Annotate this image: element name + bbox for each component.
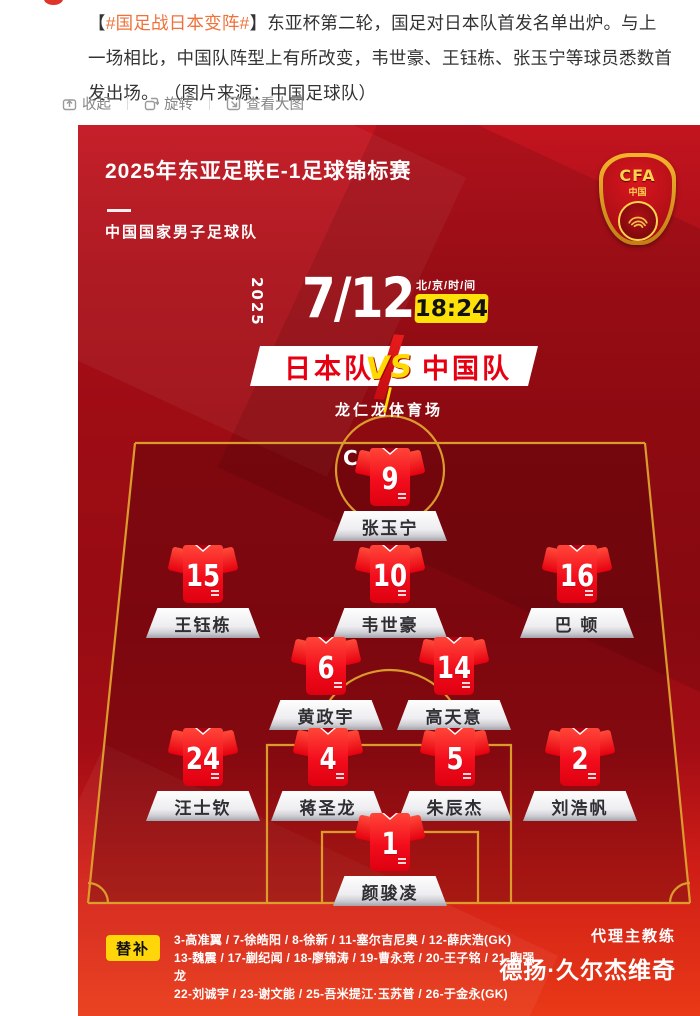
cfa-logo-abbr: CFA — [619, 166, 656, 185]
post-text: 【#国足战日本变阵#】东亚杯第二轮，国足对日本队首发名单出炉。与上一场相比，中国… — [88, 6, 673, 111]
view-large-icon — [226, 96, 241, 110]
toolbar-divider — [127, 96, 128, 110]
rotate-icon — [144, 97, 159, 110]
cfa-logo-inner: CFA 中国 — [603, 157, 672, 241]
kit-mark-icon — [585, 590, 593, 596]
captain-badge: C — [343, 446, 358, 470]
player-row3-2: 4 蒋圣龙 — [263, 728, 393, 821]
substitutes-list: 3-高准翼 / 7-徐皓阳 / 8-徐新 / 11-塞尔吉尼奥 / 12-薛庆浩… — [174, 931, 546, 1003]
kit-mark-icon — [334, 682, 342, 688]
kit-mark-icon — [588, 773, 596, 779]
jersey-icon: 14 — [418, 637, 490, 695]
kit-mark-icon — [211, 773, 219, 779]
jersey-icon: 9 — [354, 448, 426, 506]
player-row3-3: 5 朱辰杰 — [390, 728, 520, 821]
player-name-plate: 刘浩帆 — [523, 791, 637, 821]
kit-mark-icon — [211, 590, 219, 596]
kit-mark-icon — [398, 590, 406, 596]
jersey-icon: 10 — [354, 545, 426, 603]
player-row1-1: 15 王钰栋 — [138, 545, 268, 638]
poster-subtitle: 中国国家男子足球队 — [105, 224, 259, 241]
jersey-icon: 4 — [292, 728, 364, 786]
subs-line-1: 3-高准翼 / 7-徐皓阳 / 8-徐新 / 11-塞尔吉尼奥 / 12-薛庆浩… — [174, 933, 512, 947]
player-name-plate: 高天意 — [397, 700, 511, 730]
jersey-number: 24 — [185, 742, 221, 777]
subs-line-2: 13-魏震 / 17-蒯纪闻 / 18-廖锦涛 / 19-曹永竞 / 20-王子… — [174, 951, 535, 983]
player-name-plate: 张玉宁 — [333, 511, 447, 541]
view-large-label: 查看大图 — [246, 96, 304, 113]
match-year: 2025 — [248, 277, 266, 327]
jersey-icon: 1 — [354, 813, 426, 871]
jersey-icon: 16 — [541, 545, 613, 603]
player-name-plate: 颜骏凌 — [333, 876, 447, 906]
hashtag-link[interactable]: #国足战日本变阵# — [105, 13, 250, 33]
player-row2-1: 6 黄政宇 — [261, 637, 391, 730]
kit-mark-icon — [463, 773, 471, 779]
cfa-logo: CFA 中国 — [599, 153, 676, 245]
jersey-number: 16 — [559, 559, 595, 594]
jersey-icon: 24 — [167, 728, 239, 786]
poster-title: 2025年东亚足联E-1足球锦标赛 — [105, 160, 412, 183]
bracket-close: 】 — [249, 13, 268, 33]
jersey-number: 14 — [436, 651, 472, 686]
player-name-plate: 韦世豪 — [333, 608, 447, 638]
rotate-label: 旋转 — [164, 96, 193, 113]
player-name-plate: 王钰栋 — [146, 608, 260, 638]
player-row3-4: 2 刘浩帆 — [515, 728, 645, 821]
player-row1-3: 16 巴 顿 — [512, 545, 642, 638]
image-toolbar: 收起 旋转 查看大图 — [62, 90, 304, 116]
jersey-number: 10 — [372, 559, 408, 594]
view-large-button[interactable]: 查看大图 — [226, 93, 304, 114]
kit-mark-icon — [462, 682, 470, 688]
collapse-label: 收起 — [82, 96, 111, 113]
jersey-icon: 6 — [290, 637, 362, 695]
bracket-open: 【 — [88, 13, 106, 33]
kit-mark-icon — [398, 858, 406, 864]
player-row3-1: 24 汪士钦 — [138, 728, 268, 821]
jersey-number: 15 — [185, 559, 221, 594]
jersey-number: 1 — [381, 827, 399, 862]
coach-block: 代理主教练 德扬·久尔杰维奇 — [446, 925, 676, 985]
coach-name: 德扬·久尔杰维奇 — [499, 957, 676, 983]
lineup-poster-image[interactable]: 2025年东亚足联E-1足球锦标赛 中国国家男子足球队 CFA 中国 2025 … — [78, 125, 700, 1016]
jersey-number: 9 — [381, 462, 399, 497]
timezone-label: 北/京/时/间 — [416, 280, 477, 292]
coach-title: 代理主教练 — [590, 928, 676, 945]
jersey-number: 4 — [319, 742, 337, 777]
player-row4-1: 1 颜骏凌 — [325, 813, 455, 906]
collapse-button[interactable]: 收起 — [62, 93, 111, 114]
substitutes-badge: 替补 — [106, 935, 160, 961]
pitch-lines — [86, 414, 692, 905]
collapse-icon — [62, 98, 77, 110]
vs-text: VS — [364, 348, 414, 388]
subs-line-3: 22-刘诚宇 / 23-谢文能 / 25-吾米提江·玉苏普 / 26-于金永(G… — [174, 987, 508, 1001]
rotate-button[interactable]: 旋转 — [144, 93, 193, 114]
post-body: 东亚杯第二轮，国足对日本队首发名单出炉。与上一场相比，中国队阵型上有所改变，韦世… — [88, 13, 673, 103]
kickoff-time: 18:24 — [414, 294, 489, 323]
player-name-plate: 黄政宇 — [269, 700, 383, 730]
jersey-icon: 2 — [544, 728, 616, 786]
jersey-number: 2 — [571, 742, 589, 777]
cfa-dragon-emblem-icon — [617, 201, 658, 241]
jersey-icon: 15 — [167, 545, 239, 603]
player-row2-2: 14 高天意 — [389, 637, 519, 730]
jersey-icon: 5 — [419, 728, 491, 786]
player-name-plate: 巴 顿 — [520, 608, 634, 638]
venue-name: 龙仁龙体育场 — [334, 402, 443, 419]
kit-mark-icon — [336, 773, 344, 779]
team-japan: 日本队 — [284, 353, 374, 384]
player-name-plate: 汪士钦 — [146, 791, 260, 821]
avatar-fragment — [44, 0, 63, 5]
team-china: 中国队 — [422, 353, 512, 384]
kit-mark-icon — [398, 493, 406, 499]
toolbar-divider — [209, 96, 210, 110]
match-date: 7/12 — [302, 266, 415, 330]
player-row0-1: C 9 张玉宁 — [325, 446, 455, 541]
player-row1-2: 10 韦世豪 — [325, 545, 455, 638]
title-divider — [107, 209, 131, 212]
cfa-logo-country: 中国 — [628, 187, 647, 197]
jersey-number: 6 — [317, 651, 335, 686]
jersey-number: 5 — [446, 742, 464, 777]
